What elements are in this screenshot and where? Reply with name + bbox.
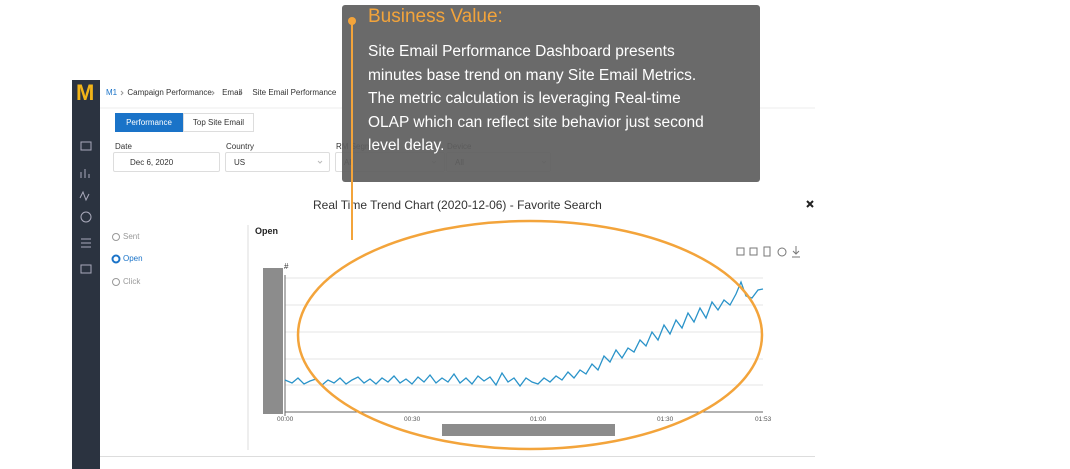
annotation-box <box>342 5 760 182</box>
close-icon <box>806 200 814 208</box>
panel-title: Open <box>255 226 279 236</box>
annotation-line: minutes base trend on many Site Email Me… <box>368 66 697 84</box>
y-zoom-bar <box>263 268 283 414</box>
metric-option[interactable]: Open <box>123 254 143 263</box>
tab-active[interactable]: Performance <box>115 113 183 132</box>
annotation-line: OLAP which can reflect site behavior jus… <box>368 113 704 131</box>
date-input[interactable]: Dec 6, 2020 <box>113 152 220 172</box>
radio-buttons <box>111 233 121 286</box>
grid-lines <box>285 277 763 386</box>
x-tick-label: 01:53 <box>755 416 772 423</box>
x-tick-label: 00:30 <box>404 416 421 423</box>
breadcrumb-item[interactable]: Email <box>222 88 243 97</box>
x-tick-label: 00:00 <box>277 416 294 423</box>
x-zoom-bar <box>442 424 615 436</box>
logo: M <box>76 80 95 105</box>
breadcrumb-item: Site Email Performance <box>252 88 337 97</box>
metric-option[interactable]: Click <box>123 277 141 286</box>
filter-label: Date <box>115 142 132 151</box>
trend-line <box>284 280 764 388</box>
annotation-title: Business Value: <box>368 6 503 27</box>
breadcrumb-separators <box>120 90 243 96</box>
x-tick-label: 01:00 <box>530 416 547 423</box>
annotation-text: Site Email Performance Dashboard present… <box>368 40 704 158</box>
x-tick-label: 01:30 <box>657 416 674 423</box>
metric-option[interactable]: Sent <box>123 232 140 241</box>
annotation-line: Site Email Performance Dashboard present… <box>368 43 675 60</box>
toolbar-icons <box>736 246 800 258</box>
sidebar <box>72 80 100 469</box>
filter-value: Dec 6, 2020 <box>130 158 174 167</box>
breadcrumb-item[interactable]: M1 <box>106 88 118 97</box>
y-axis-label: # <box>284 262 289 271</box>
country-select[interactable]: US <box>225 152 330 172</box>
bottom-border <box>100 456 815 457</box>
breadcrumb: M1 Campaign Performance Email Site Email… <box>106 88 336 97</box>
annotation-line: The metric calculation is leveraging Rea… <box>368 90 681 107</box>
filter-label: Country <box>226 142 255 151</box>
sidebar-icons <box>79 141 92 274</box>
breadcrumb-item[interactable]: Campaign Performance <box>127 88 212 97</box>
annotation-line: level delay. <box>368 137 445 154</box>
tab[interactable]: Top Site Email <box>183 113 254 132</box>
modal-title: Real Time Trend Chart (2020-12-06) - Fav… <box>313 198 602 212</box>
